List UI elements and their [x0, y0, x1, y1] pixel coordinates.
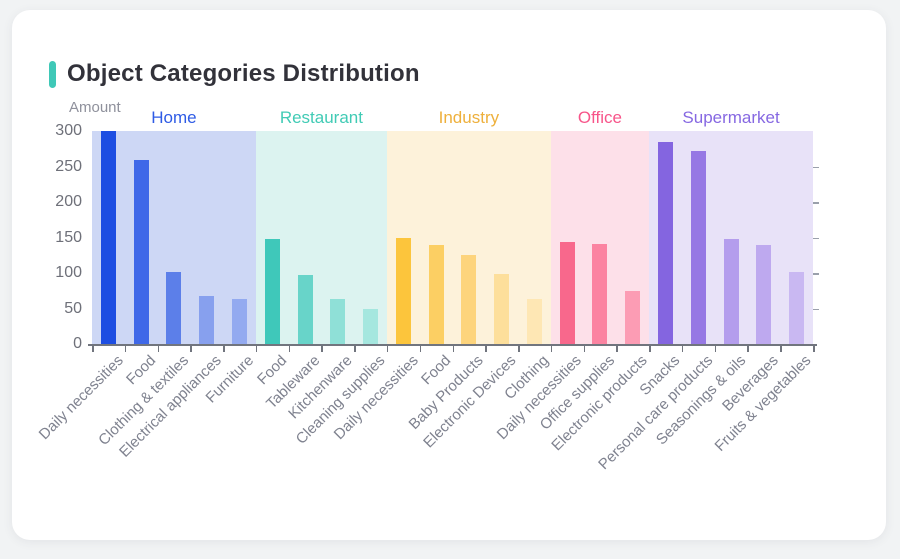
x-axis-tick	[583, 346, 586, 352]
x-axis-tick	[649, 346, 651, 352]
bar	[789, 272, 805, 344]
x-axis-tick	[92, 346, 94, 352]
y-axis-right-tick	[813, 237, 819, 239]
y-tick-label: 150	[55, 228, 82, 246]
bar	[395, 237, 411, 344]
x-axis-tick	[550, 346, 553, 352]
y-tick-label: 250	[55, 157, 82, 175]
bar	[231, 299, 247, 344]
y-tick-label: 200	[55, 193, 82, 210]
x-axis-tick	[354, 346, 356, 352]
x-axis-tick	[485, 346, 487, 352]
bar	[100, 131, 116, 344]
x-axis-tick	[419, 346, 422, 352]
group-label-office: Office	[577, 108, 623, 127]
bar	[461, 255, 477, 344]
x-axis-tick	[747, 346, 749, 352]
x-axis-tick	[813, 346, 815, 352]
x-axis-tick	[255, 346, 258, 352]
y-axis-right-tick	[813, 202, 819, 204]
x-axis-tick	[452, 346, 454, 352]
y-tick-label: 100	[55, 264, 82, 281]
x-axis-tick	[714, 346, 717, 352]
bar	[756, 244, 772, 344]
bar	[363, 308, 379, 344]
x-axis-tick	[321, 346, 323, 352]
bar	[526, 299, 542, 344]
group-label-home: Home	[151, 108, 197, 127]
group-label-supermarket: Supermarket	[682, 108, 780, 127]
bar	[199, 295, 215, 344]
group-label-industry: Industry	[438, 108, 500, 127]
bar	[264, 238, 280, 344]
bar	[559, 241, 575, 344]
bar	[494, 274, 510, 344]
y-axis-title: Amount	[69, 99, 121, 116]
x-axis-tick	[124, 346, 127, 352]
bar	[592, 243, 608, 344]
bar	[723, 238, 739, 344]
x-axis-tick	[681, 346, 684, 352]
bar	[428, 245, 444, 344]
x-axis-tick	[288, 346, 291, 352]
bar	[133, 160, 149, 344]
x-axis-line	[88, 344, 817, 346]
x-axis-tick	[190, 346, 192, 352]
x-axis-tick	[386, 346, 389, 352]
chart-title: Object Categories Distribution	[67, 60, 420, 87]
x-axis-tick	[157, 346, 160, 352]
y-tick-label: 50	[64, 299, 82, 317]
x-axis-tick	[616, 346, 618, 352]
bar	[658, 141, 674, 344]
bar	[330, 298, 346, 344]
x-axis-tick	[518, 346, 520, 352]
bar	[690, 150, 706, 344]
y-tick-label: 300	[55, 122, 82, 139]
y-axis-right-tick	[813, 273, 819, 275]
bar	[297, 275, 313, 344]
group-label-restaurant: Restaurant	[279, 108, 363, 127]
title-accent-bar	[49, 60, 56, 88]
y-axis-right-tick	[813, 308, 819, 310]
x-axis-tick	[780, 346, 782, 352]
x-axis-tick	[223, 346, 225, 352]
bar	[166, 271, 182, 344]
title-row: Object Categories Distribution	[49, 60, 420, 88]
y-axis-right-tick	[813, 166, 819, 168]
y-tick-label: 0	[73, 335, 82, 352]
bar	[625, 290, 641, 344]
